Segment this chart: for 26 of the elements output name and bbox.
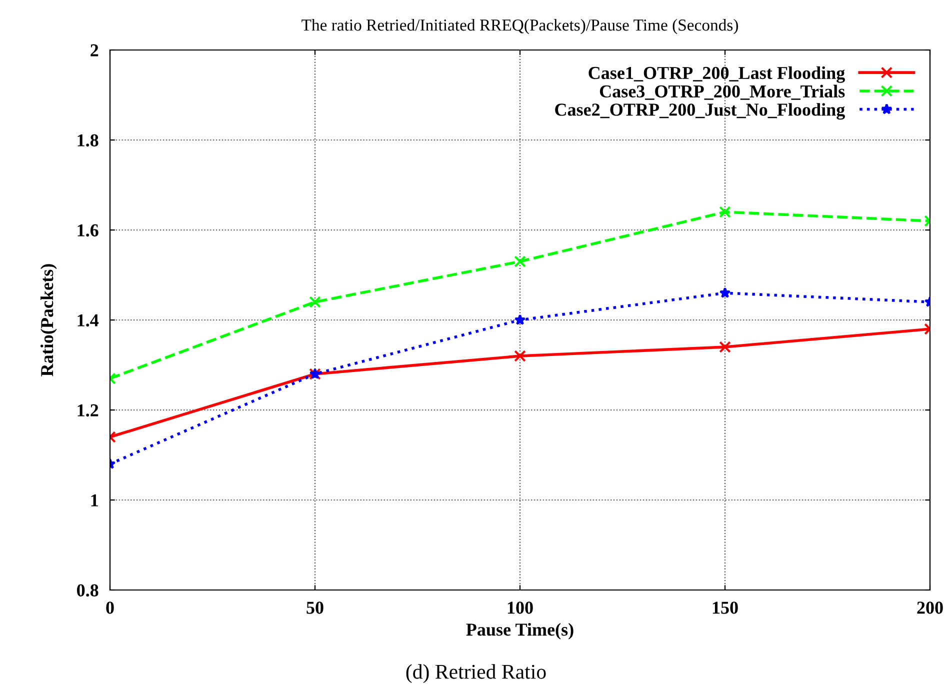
x-axis-title: Pause Time(s) [466, 623, 574, 640]
y-axis-title: Ratio(Packets) [40, 264, 57, 376]
legend-label: Case2_OTRP_200_Just_No_Flooding [555, 103, 845, 120]
y-tick-label: 2 [90, 44, 98, 56]
legend-label: Case1_OTRP_200_Last Flooding [588, 66, 845, 83]
y-tick-label: 1.4 [78, 314, 99, 327]
x-tick-label: 0 [106, 602, 114, 614]
point [514, 256, 526, 268]
point [309, 296, 321, 308]
x-tick-label: 200 [917, 602, 943, 614]
point [719, 287, 731, 298]
point [514, 314, 526, 325]
point [719, 206, 731, 218]
y-tick-label: 1.6 [78, 224, 98, 237]
text: (d) Retried Ratio [406, 664, 546, 684]
point [514, 350, 526, 362]
y-tick-label: 1.2 [78, 404, 98, 417]
x-tick-label: 150 [712, 602, 738, 614]
y-tick-label: 0.8 [77, 584, 98, 597]
legend-label: Case3_OTRP_200_More_Trials [600, 84, 845, 100]
y-tick-label: 1 [91, 494, 98, 506]
chart-title: The ratio Retried/Initiated RREQ(Packets)/Pause Time (Seconds) [302, 18, 738, 34]
y-tick-label: 1.8 [78, 134, 98, 147]
x-tick-label: 100 [508, 602, 533, 614]
x-tick-label: 50 [306, 602, 324, 614]
point [719, 341, 731, 353]
